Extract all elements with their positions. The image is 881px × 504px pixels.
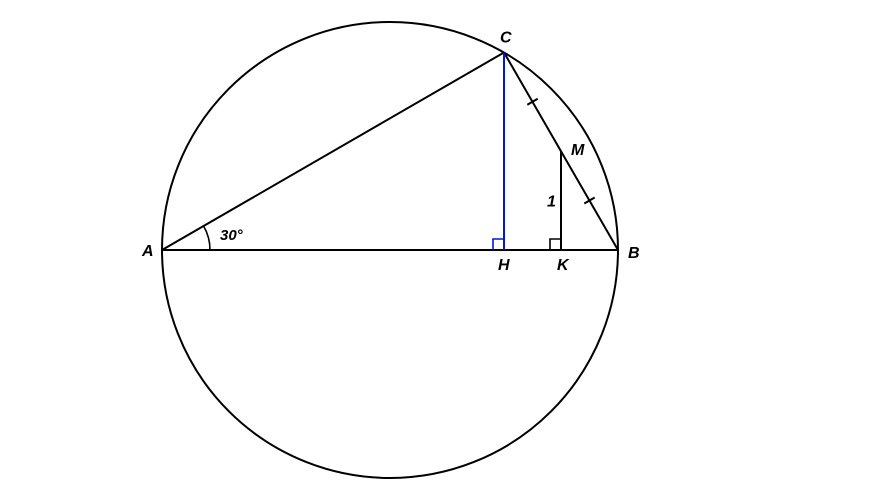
length-label-MK: 1 xyxy=(547,194,556,211)
point-label-C: C xyxy=(500,30,512,47)
point-label-K: K xyxy=(557,257,570,274)
point-label-A: A xyxy=(141,243,154,260)
point-label-M: M xyxy=(571,142,585,159)
right-angle-K xyxy=(550,239,561,250)
segment-AC xyxy=(162,53,504,251)
angle-label-A: 30° xyxy=(220,227,244,244)
right-angle-H xyxy=(493,239,504,250)
point-label-B: B xyxy=(628,245,640,262)
point-label-H: H xyxy=(498,257,510,274)
angle-arc-A xyxy=(204,226,210,250)
